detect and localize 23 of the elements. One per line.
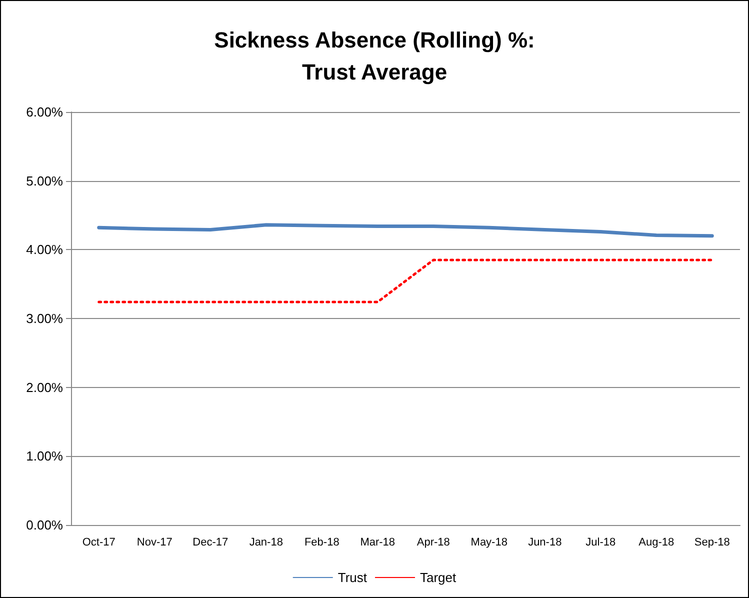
x-tick-label: Jan-18 xyxy=(249,536,283,548)
line-series xyxy=(97,223,714,238)
x-tick-label: Aug-18 xyxy=(638,536,674,548)
y-tick-label: 1.00% xyxy=(26,448,64,464)
chart-title: Sickness Absence (Rolling) %: Trust Average xyxy=(214,28,535,84)
x-tick-label: Feb-18 xyxy=(304,536,340,548)
legend-label: Target xyxy=(420,570,457,585)
y-tick-label: 4.00% xyxy=(26,242,64,258)
x-tick-label: Jun-18 xyxy=(528,536,562,548)
x-tick-label: Dec-17 xyxy=(192,536,228,548)
x-tick-label: Apr-18 xyxy=(416,536,450,548)
x-tick-label: Oct-17 xyxy=(82,536,116,548)
y-tick-label: 6.00% xyxy=(26,104,64,120)
legend-label: Trust xyxy=(338,570,368,585)
x-tick-label: Nov-17 xyxy=(136,536,172,548)
y-tick-label: 0.00% xyxy=(26,518,64,532)
y-tick-label: 2.00% xyxy=(26,380,64,395)
y-tick-label: 3.00% xyxy=(26,311,64,326)
x-tick-label: Jul-18 xyxy=(586,536,616,548)
x-tick-label: Mar-18 xyxy=(360,536,396,548)
y-tick-label: 5.00% xyxy=(26,173,64,188)
x-tick-label: Sep-18 xyxy=(694,536,730,548)
x-tick-label: May-18 xyxy=(470,536,508,548)
